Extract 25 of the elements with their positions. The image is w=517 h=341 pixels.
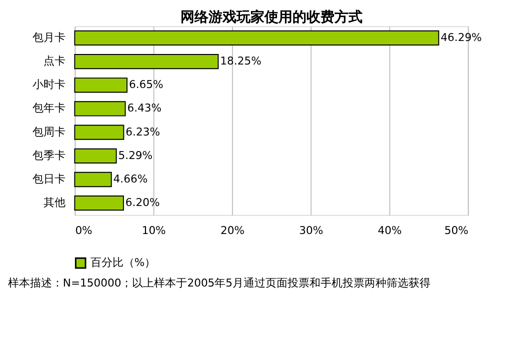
y-tick-label: 点卡 (43, 54, 66, 68)
y-tick-label: 包周卡 (32, 125, 66, 138)
data-label: 6.65% (128, 78, 164, 92)
data-label: 46.29% (440, 30, 482, 44)
x-tick-label: 0% (75, 224, 92, 238)
x-tick-label: 20% (220, 224, 244, 238)
data-label: 6.43% (127, 102, 162, 115)
data-label: 6.23% (126, 125, 160, 138)
x-tick-label: 50% (444, 224, 468, 238)
x-tick-label: 10% (142, 224, 166, 238)
chart-title: 网络游戏玩家使用的收费方式 (180, 8, 362, 26)
y-tick-label: 包月卡 (32, 30, 66, 44)
data-label: 4.66% (113, 172, 148, 186)
data-label: 18.25% (220, 54, 262, 68)
y-tick-label: 包年卡 (32, 102, 66, 115)
x-tick-label: 30% (299, 224, 324, 238)
y-tick-label: 包季卡 (32, 148, 66, 162)
y-tick-label: 包日卡 (32, 172, 66, 186)
x-tick-label: 40% (378, 224, 402, 238)
y-tick-label: 小时卡 (32, 78, 66, 92)
data-label: 5.29% (118, 148, 153, 162)
text: 样本描述：N=150000；以上样本于2005年5月通过页面投票和手机投票两种筛选获得 (8, 276, 431, 290)
y-tick-label: 其他 (43, 196, 66, 210)
legend-label: 百分比（%） (90, 256, 156, 269)
data-label: 6.20% (125, 196, 160, 210)
